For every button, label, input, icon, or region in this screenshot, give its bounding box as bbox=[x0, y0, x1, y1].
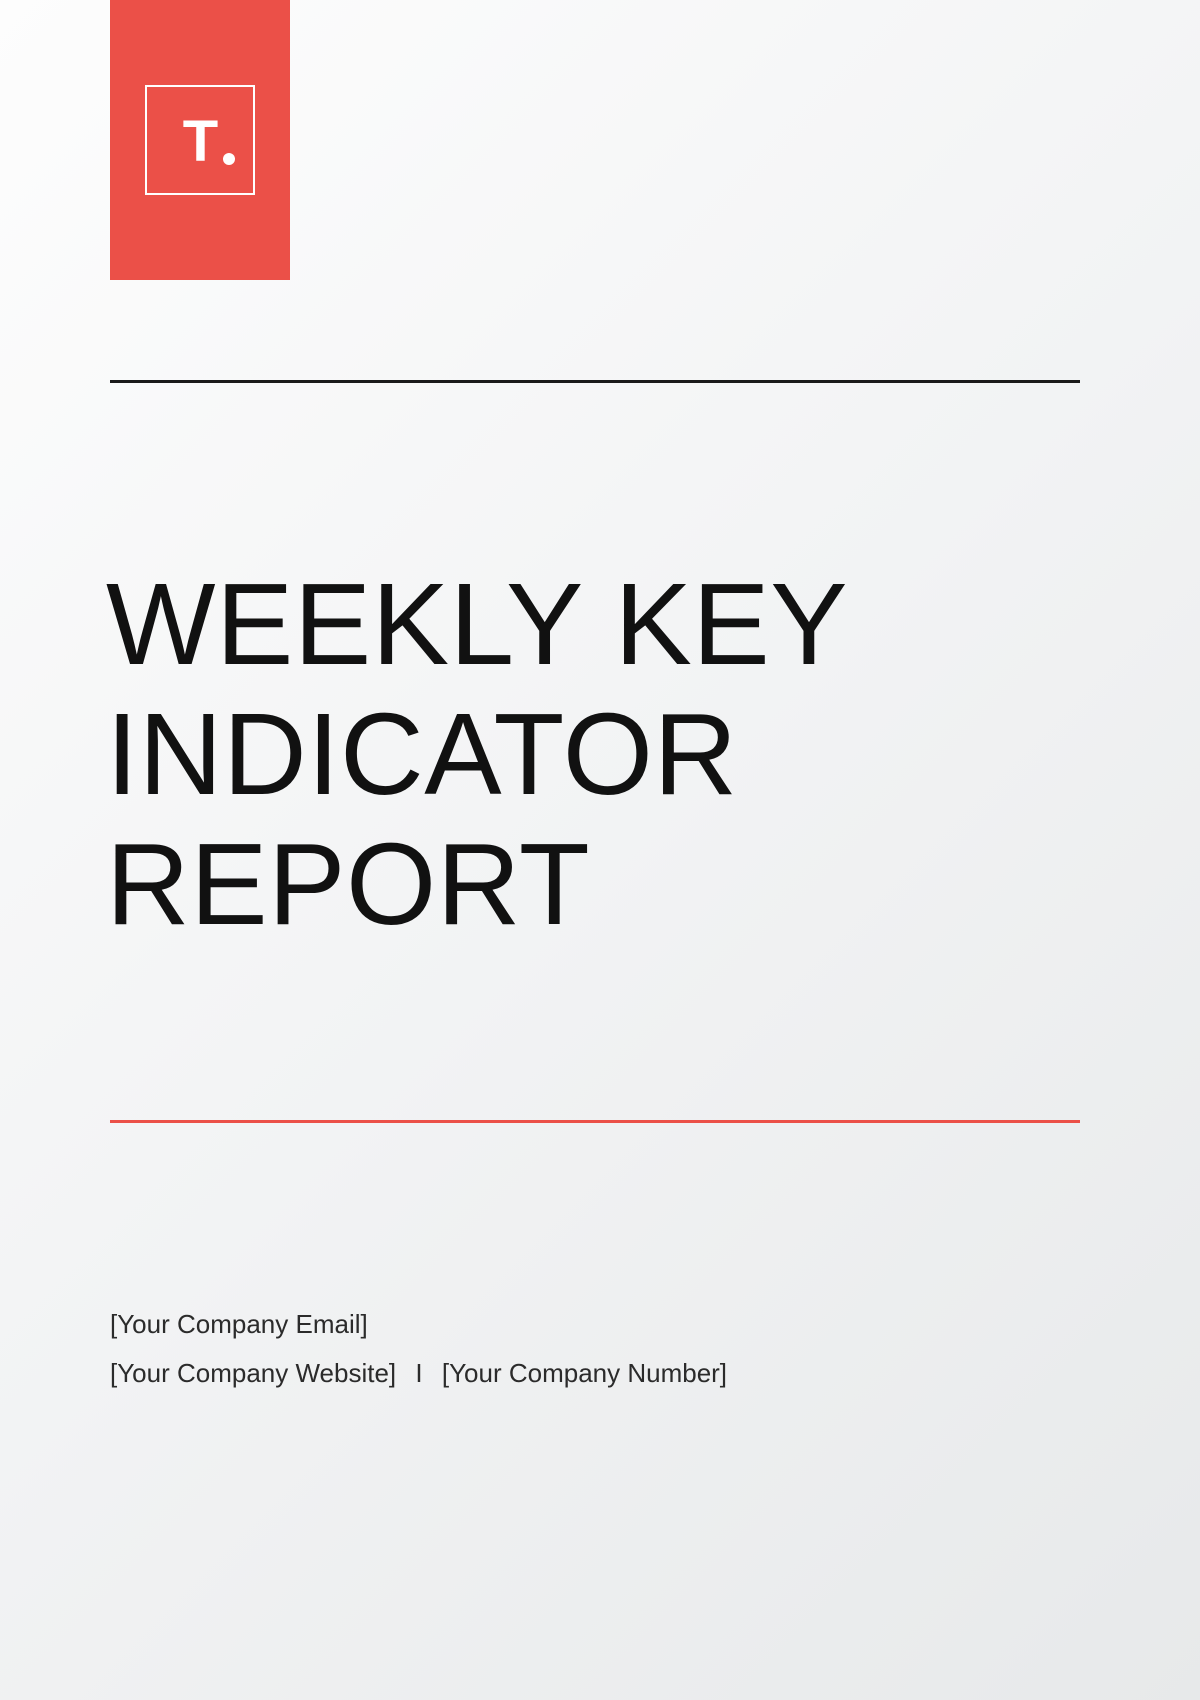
logo-letter: T bbox=[183, 113, 217, 171]
title-line-2: INDICATOR bbox=[106, 690, 848, 820]
report-title: WEEKLY KEY INDICATOR REPORT bbox=[106, 560, 848, 950]
title-line-3: REPORT bbox=[106, 820, 848, 950]
top-divider bbox=[110, 380, 1080, 383]
contact-website: [Your Company Website] bbox=[110, 1358, 396, 1388]
contact-line-2: [Your Company Website] I [Your Company N… bbox=[110, 1349, 727, 1398]
contact-separator: I bbox=[403, 1349, 434, 1398]
contact-email: [Your Company Email] bbox=[110, 1300, 727, 1349]
title-line-1: WEEKLY KEY bbox=[106, 560, 848, 690]
logo-dot-icon bbox=[223, 153, 235, 165]
logo-frame: T bbox=[145, 85, 255, 195]
logo-block: T bbox=[110, 0, 290, 280]
contact-number: [Your Company Number] bbox=[442, 1358, 727, 1388]
contact-block: [Your Company Email] [Your Company Websi… bbox=[110, 1300, 727, 1399]
accent-divider bbox=[110, 1120, 1080, 1123]
